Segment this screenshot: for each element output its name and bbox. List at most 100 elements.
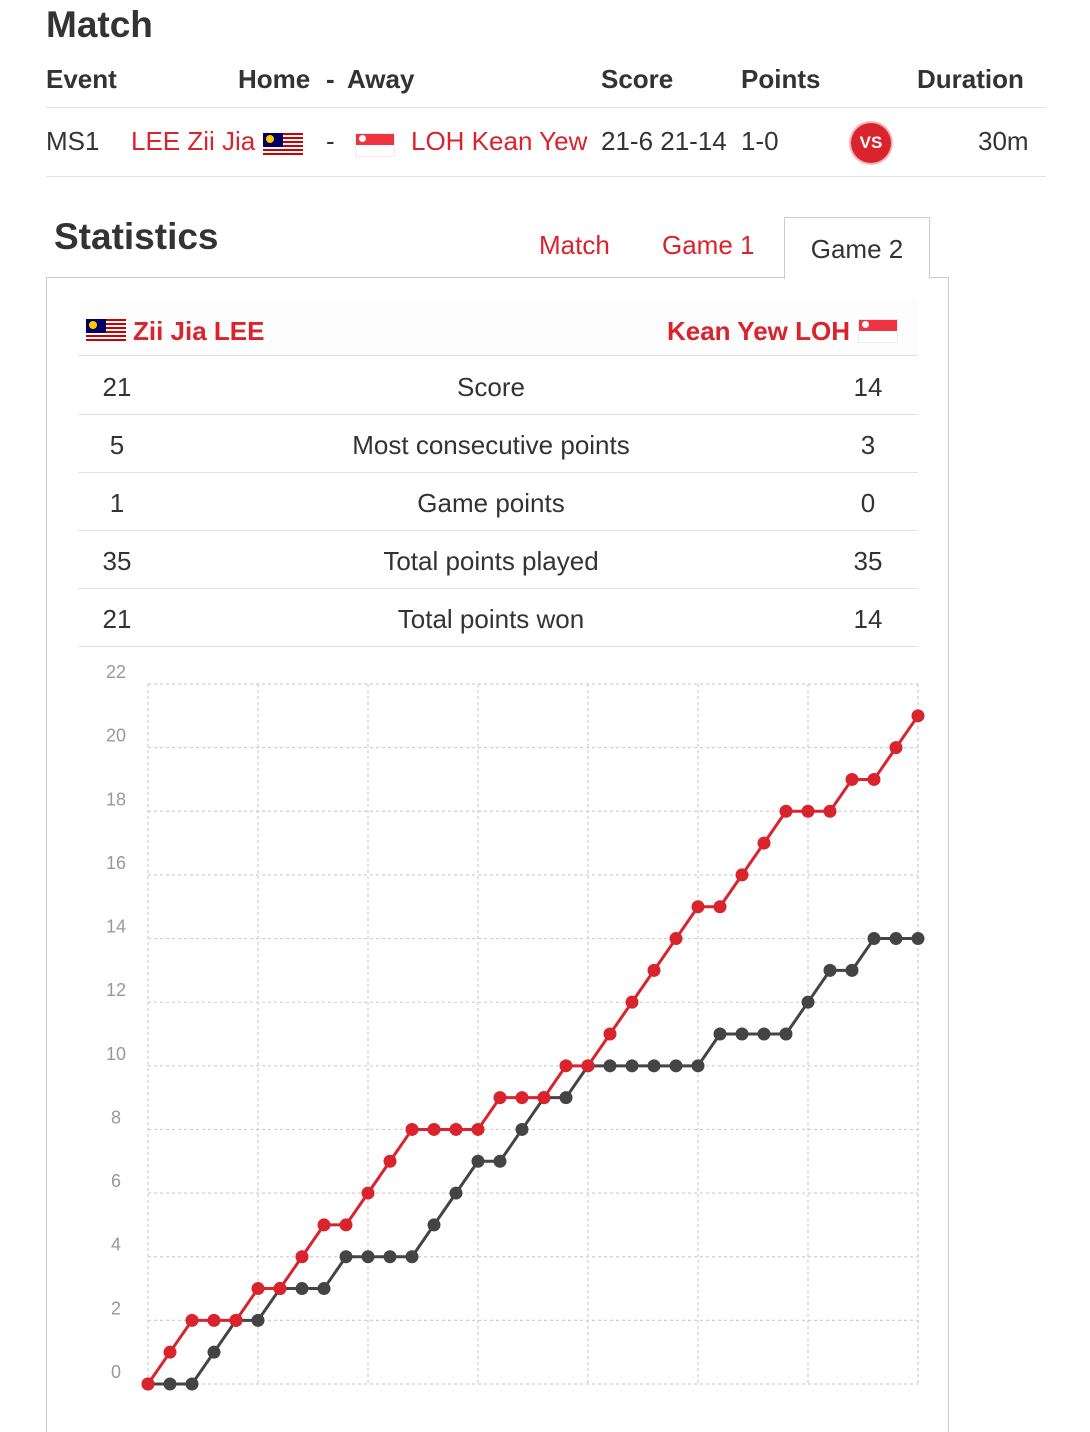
away-series-point (691, 1059, 705, 1073)
away-series-point (361, 1250, 375, 1264)
home-series-point (867, 772, 881, 786)
y-tick-label: 4 (111, 1235, 121, 1255)
stats-away-player[interactable]: Kean Yew LOH (666, 316, 850, 346)
stat-row-points-played: 35 Total points played 35 (78, 531, 918, 589)
away-series-point (251, 1313, 265, 1327)
away-series-point (493, 1154, 507, 1168)
stat-row-points-won: 21 Total points won 14 (78, 589, 918, 647)
stat-away-value: 14 (853, 372, 883, 402)
y-tick-label: 12 (106, 980, 126, 1000)
match-points: 1-0 (741, 126, 779, 156)
header-dash: - (326, 64, 335, 94)
home-series-point (383, 1154, 397, 1168)
home-player-link[interactable]: LEE Zii Jia (131, 126, 256, 156)
y-tick-label: 16 (106, 853, 126, 873)
match-dash: - (326, 126, 335, 156)
home-series-point (581, 1059, 595, 1073)
away-series-point (867, 932, 881, 946)
match-duration: 30m (978, 126, 1029, 156)
home-series-line (146, 714, 920, 1385)
home-series-point (911, 709, 925, 723)
home-series-point (317, 1218, 331, 1232)
home-series-point (669, 932, 683, 946)
y-tick-label: 18 (106, 789, 126, 809)
stat-home-value: 1 (109, 488, 125, 518)
match-row[interactable]: MS1 LEE Zii Jia - LOH Kean Yew 21-6 21-1… (46, 109, 1046, 177)
away-series-point (669, 1059, 683, 1073)
stat-row-game-points: 1 Game points 0 (78, 473, 918, 531)
home-series-point (647, 963, 661, 977)
stat-away-value: 3 (860, 430, 876, 460)
event-code: MS1 (46, 126, 100, 156)
home-series-point (625, 995, 639, 1009)
home-series-point (779, 804, 793, 818)
away-series-point (515, 1122, 529, 1136)
away-series-point (757, 1027, 771, 1041)
y-tick-label: 20 (106, 726, 126, 746)
stat-home-value: 21 (102, 372, 132, 402)
home-series-point (713, 900, 727, 914)
away-series-point (405, 1250, 419, 1264)
away-series-point (471, 1154, 485, 1168)
away-series-point (735, 1027, 749, 1041)
away-series-point (911, 932, 925, 946)
y-tick-label: 2 (111, 1298, 121, 1318)
home-series-point (427, 1122, 441, 1136)
singapore-flag-icon (858, 319, 898, 343)
home-series-point (361, 1186, 375, 1200)
header-points: Points (741, 64, 821, 94)
stat-label: Total points played (383, 546, 599, 576)
home-series-point (515, 1091, 529, 1105)
away-series-point (559, 1091, 573, 1105)
away-series-point (647, 1059, 661, 1073)
home-series-point (559, 1059, 573, 1073)
stats-player-header: Zii Jia LEE Kean Yew LOH (78, 300, 918, 356)
home-series-point (207, 1313, 221, 1327)
malaysia-flag-icon (86, 319, 126, 343)
home-series-point (405, 1122, 419, 1136)
malaysia-flag-icon (263, 133, 303, 157)
y-tick-label: 8 (111, 1107, 121, 1127)
away-series-point (625, 1059, 639, 1073)
stats-home-player[interactable]: Zii Jia LEE (133, 316, 265, 346)
tab-match[interactable]: Match (539, 230, 610, 260)
tab-game-1[interactable]: Game 1 (662, 230, 755, 260)
home-series-point (845, 772, 859, 786)
header-score: Score (601, 64, 674, 94)
header-home: Home (238, 64, 311, 94)
header-event: Event (46, 64, 117, 94)
home-series-point (603, 1027, 617, 1041)
tab-game-2[interactable]: Game 2 (784, 217, 930, 279)
match-score: 21-6 21-14 (601, 126, 727, 156)
home-series-point (889, 741, 903, 755)
home-series-point (251, 1282, 265, 1296)
y-tick-label: 10 (106, 1044, 126, 1064)
vs-icon[interactable]: VS (851, 123, 891, 163)
away-series-point (339, 1250, 353, 1264)
stat-away-value: 14 (853, 604, 883, 634)
stat-label: Most consecutive points (352, 430, 630, 460)
home-series-point (471, 1122, 485, 1136)
y-tick-label: 14 (106, 917, 126, 937)
stat-row-consecutive: 5 Most consecutive points 3 (78, 415, 918, 473)
stat-away-value: 0 (860, 488, 876, 518)
away-series-point (427, 1218, 441, 1232)
statistics-panel (46, 277, 949, 1432)
home-series-point (735, 868, 749, 882)
away-player-link[interactable]: LOH Kean Yew (411, 126, 588, 156)
away-series-point (163, 1377, 177, 1391)
home-series-point (273, 1282, 287, 1296)
stat-home-value: 35 (102, 546, 132, 576)
away-series-point (779, 1027, 793, 1041)
match-table-header: Event Home - Away Score Points Duration (46, 64, 1046, 108)
y-tick-label: 22 (106, 662, 126, 682)
away-series-point (845, 963, 859, 977)
away-series-point (823, 963, 837, 977)
y-tick-label: 6 (111, 1171, 121, 1191)
stat-home-value: 5 (109, 430, 125, 460)
home-series-point (339, 1218, 353, 1232)
away-series-point (383, 1250, 397, 1264)
home-series-point (449, 1122, 463, 1136)
away-series-point (449, 1186, 463, 1200)
stat-label: Score (457, 372, 525, 402)
